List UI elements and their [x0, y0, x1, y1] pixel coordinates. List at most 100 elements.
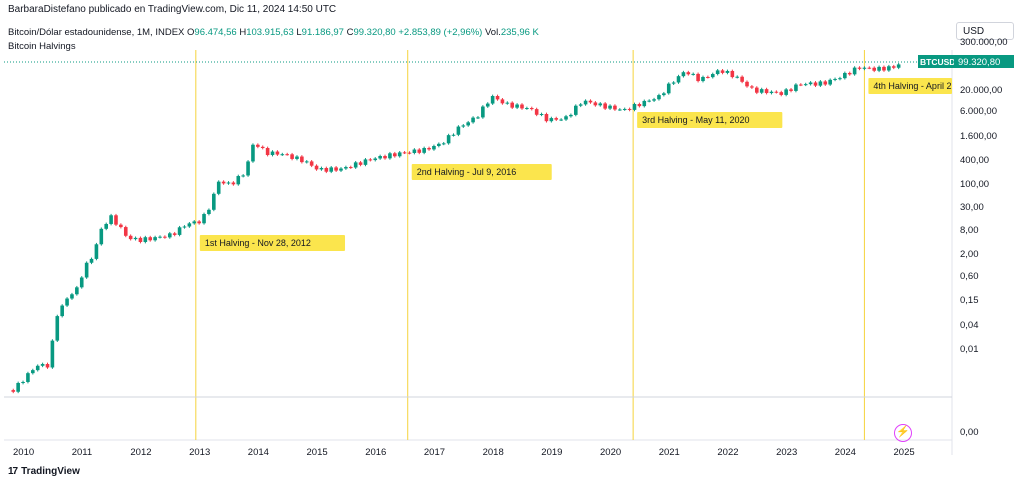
candle-body [735, 76, 740, 78]
candle-body [750, 86, 754, 88]
candle-body [681, 72, 686, 77]
close-label: C [346, 27, 354, 38]
candle-body [891, 66, 896, 68]
candle-body [451, 134, 456, 136]
candle-body [794, 84, 798, 91]
candle-body [583, 100, 588, 105]
candle-body [569, 114, 573, 117]
candle-body [471, 117, 475, 123]
candle-body [799, 84, 803, 86]
candle-body [128, 235, 133, 240]
candle-body [657, 95, 661, 100]
candle-body [432, 145, 436, 150]
candle-body [192, 221, 197, 224]
candle-body [872, 67, 876, 71]
tradingview-logo: 17 TradingView [8, 466, 80, 477]
x-tick-label: 2022 [717, 447, 738, 458]
candle-body [114, 215, 118, 225]
candle-body [544, 114, 549, 122]
candle-body [877, 66, 881, 71]
candle-body [143, 237, 148, 242]
candle-body [295, 156, 299, 159]
candle-body [84, 262, 89, 278]
candle-body [466, 122, 470, 126]
candle-body [55, 316, 60, 341]
x-tick-label: 2013 [189, 447, 210, 458]
candle-body [476, 117, 480, 119]
candle-body [11, 390, 16, 392]
candle-body [16, 382, 20, 392]
candle-body [167, 233, 172, 238]
candle-body [221, 181, 226, 184]
candle-body [329, 167, 334, 172]
candle-body [539, 114, 544, 116]
candle-body [358, 162, 363, 165]
close-value: 99.320,80 [353, 27, 396, 38]
candle-body [808, 82, 813, 85]
candle-body [818, 81, 823, 86]
candle-body [207, 209, 211, 215]
y-tick-label: 8,00 [960, 225, 979, 236]
candle-body [618, 109, 622, 111]
candle-body [109, 215, 113, 224]
halving-callout-box [868, 78, 952, 94]
candle-body [70, 294, 74, 299]
candle-body [715, 70, 720, 75]
candle-body [887, 66, 891, 71]
candle-body [172, 233, 177, 235]
candle-body [119, 224, 123, 228]
indicator-name[interactable]: Bitcoin Halvings [8, 41, 76, 52]
candle-body [212, 193, 216, 210]
candle-body [701, 76, 705, 82]
candle-body [896, 64, 901, 68]
y-tick-label: 2,00 [960, 249, 979, 260]
candle-body [867, 67, 872, 69]
candle-body [637, 104, 642, 107]
candle-body [344, 167, 348, 169]
halving-callout-label: 2nd Halving - Jul 9, 2016 [417, 167, 517, 177]
open-value: 96.474,56 [194, 27, 237, 38]
brand-label: TradingView [21, 466, 80, 477]
candle-body [138, 237, 143, 242]
candle-body [270, 151, 275, 156]
candle-body [598, 103, 603, 106]
symbol-badge [918, 55, 954, 68]
candle-body [65, 298, 69, 306]
candle-body [481, 106, 485, 118]
candle-body [710, 74, 715, 78]
candle-body [676, 76, 681, 83]
candle-body [79, 277, 84, 288]
symbol-name: Bitcoin/Dólar estadounidense, 1M, INDEX [8, 27, 185, 38]
x-tick-label: 2014 [248, 447, 269, 458]
candle-body [745, 81, 749, 87]
y-tick-label: 300.000,00 [960, 37, 1008, 48]
flash-icon[interactable]: ⚡ [894, 424, 912, 442]
candle-body [226, 182, 231, 184]
currency-selector[interactable]: USD [956, 22, 1014, 40]
candle-body [104, 223, 109, 229]
candle-body [388, 153, 392, 159]
candle-body [427, 147, 431, 150]
candle-body [397, 152, 402, 157]
candle-body [779, 92, 784, 95]
candle-body [216, 181, 221, 194]
y-tick-label: 20.000,00 [960, 85, 1002, 96]
y-tick-label: 6.000,00 [960, 106, 997, 117]
candle-body [525, 108, 529, 110]
candle-body [608, 105, 612, 109]
candle-body [163, 236, 167, 238]
candle-body [774, 91, 779, 93]
candle-body [754, 87, 759, 93]
candle-body [246, 161, 250, 176]
candle-body [202, 214, 206, 224]
candle-body [593, 102, 598, 106]
candle-body [574, 105, 578, 115]
candle-body [622, 108, 627, 110]
halving-callout-label: 1st Halving - Nov 28, 2012 [205, 238, 311, 248]
candle-body [177, 227, 182, 235]
x-tick-label: 2023 [776, 447, 797, 458]
halving-callout-box [199, 235, 346, 251]
candle-body [843, 72, 847, 79]
y-tick-label: 0,01 [960, 344, 979, 355]
